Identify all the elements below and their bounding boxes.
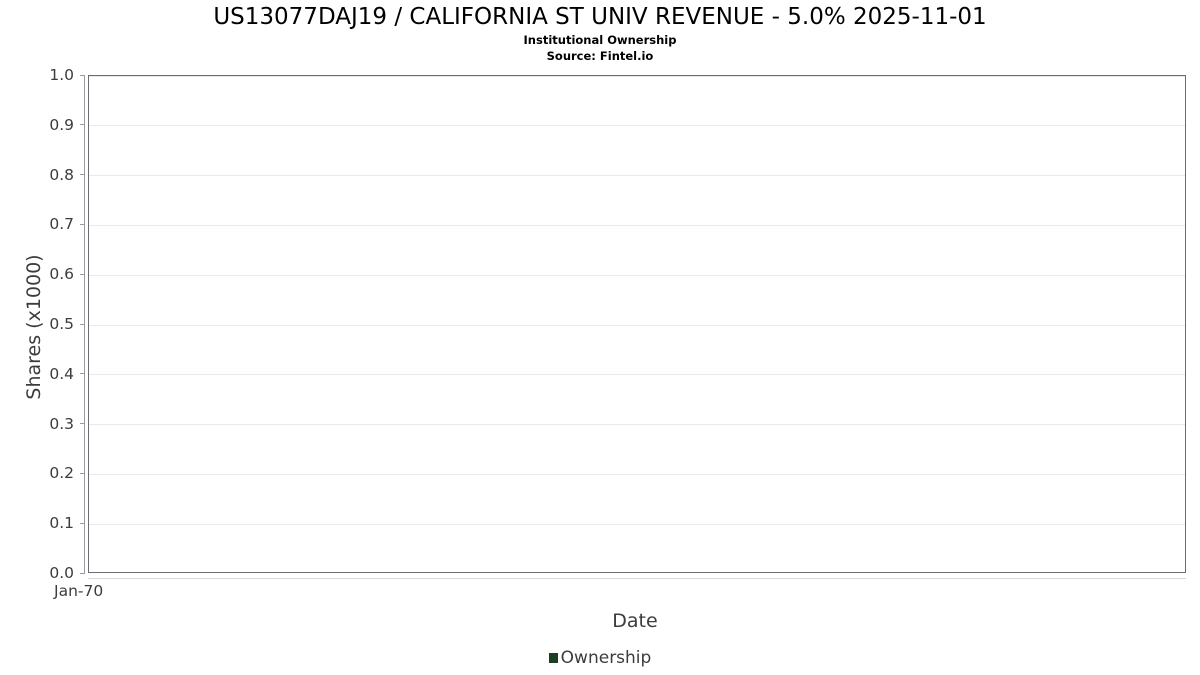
x-tick-label: Jan-70 (54, 582, 104, 600)
y-tick-mark (80, 323, 85, 325)
y-tick-label: 0.4 (49, 364, 74, 383)
y-tick-label: 1.0 (49, 66, 74, 84)
y-tick-mark (80, 572, 85, 574)
x-axis-underline (88, 578, 1186, 579)
gridline (89, 224, 1185, 226)
y-tick-mark (80, 472, 85, 474)
y-tick-mark (80, 423, 85, 425)
gridline (89, 424, 1185, 426)
y-tick-mark (80, 522, 85, 524)
chart-legend: Ownership (0, 648, 1200, 668)
y-tick-label: 0.8 (49, 165, 74, 184)
y-tick-mark (80, 74, 85, 76)
gridline (89, 324, 1185, 326)
y-tick-label: 0.5 (49, 315, 74, 333)
gridline (89, 374, 1185, 376)
chart-source-label: Source: Fintel.io (546, 49, 654, 63)
gridline (89, 175, 1185, 177)
y-tick-label: 0.0 (49, 564, 74, 582)
y-tick-label: 0.9 (49, 115, 74, 134)
y-tick-label: 0.6 (49, 265, 74, 284)
gridline (89, 125, 1185, 127)
y-axis-line (84, 75, 85, 574)
y-tick-mark (80, 373, 85, 375)
y-tick-label: 0.3 (49, 414, 74, 433)
gridline (89, 75, 1185, 77)
y-tick-mark (80, 174, 85, 176)
chart-title: US13077DAJ19 / CALIFORNIA ST UNIV REVENU… (213, 4, 987, 30)
chart-subtitle: Institutional Ownership (523, 33, 677, 47)
gridlines (89, 75, 1185, 572)
gridline (89, 274, 1185, 276)
gridline (89, 473, 1185, 475)
plot-area (88, 75, 1186, 573)
legend-color-swatch (548, 653, 558, 663)
y-tick-mark (80, 223, 85, 225)
x-axis-title: Date (612, 610, 658, 632)
y-tick-label: 0.1 (49, 514, 74, 533)
gridline (89, 523, 1185, 525)
legend-item[interactable]: Ownership (548, 648, 652, 668)
y-tick-mark (80, 124, 85, 126)
y-tick-label: 0.2 (49, 464, 74, 483)
legend-item-label: Ownership (560, 648, 652, 668)
y-tick-mark (80, 273, 85, 275)
y-tick-label: 0.7 (49, 215, 74, 234)
